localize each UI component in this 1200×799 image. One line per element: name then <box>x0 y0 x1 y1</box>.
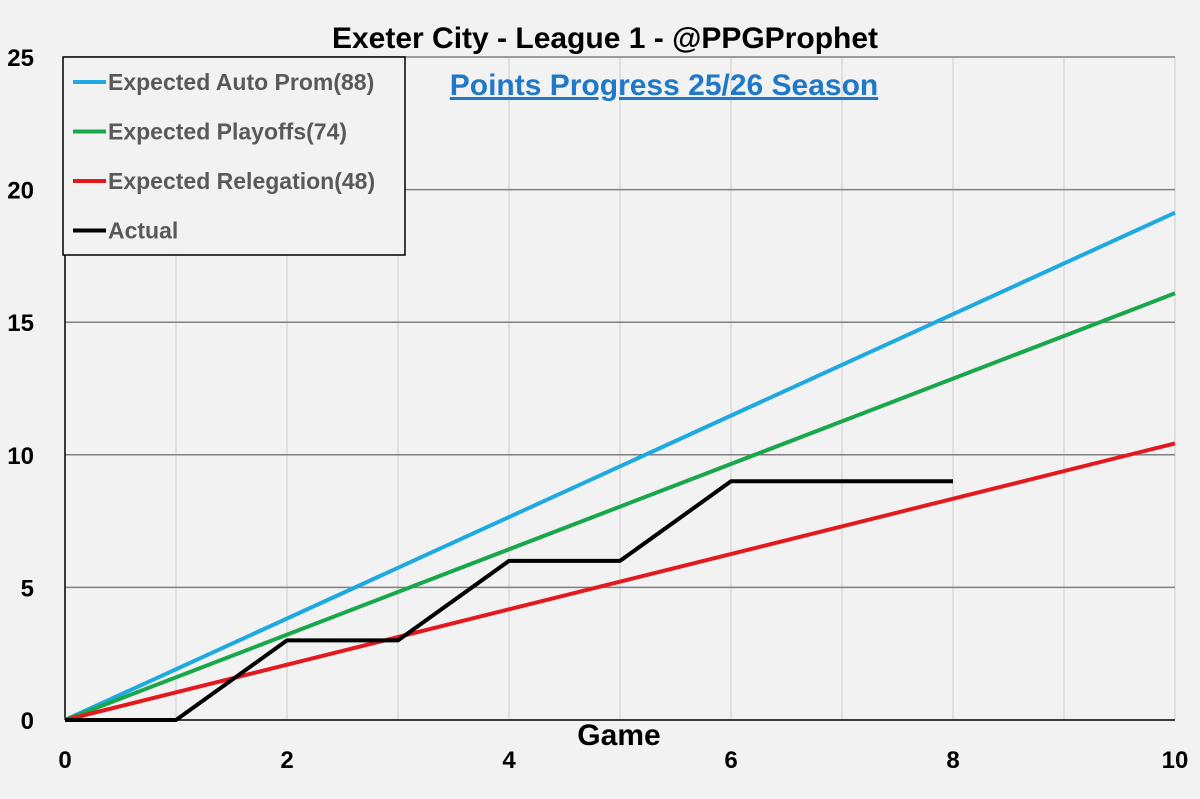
legend-label: Expected Relegation(48) <box>108 168 375 194</box>
x-tick-label: 4 <box>502 747 516 774</box>
series-lines <box>64 210 1176 722</box>
series-line <box>64 441 1176 722</box>
y-tick-label: 25 <box>7 45 34 72</box>
x-tick-label: 2 <box>280 747 293 774</box>
series-line <box>64 291 1176 722</box>
legend: Expected Auto Prom(88) Expected Playoffs(… <box>62 56 406 256</box>
chart-title: Exeter City - League 1 - @PPGProphet <box>332 22 878 55</box>
y-tick-label: 20 <box>7 178 34 205</box>
legend-box <box>62 56 406 256</box>
legend-label: Expected Playoffs(74) <box>108 119 347 145</box>
x-tick-labels: 0 2 4 6 8 10 <box>58 747 1188 774</box>
y-tick-labels: 0 5 10 15 20 25 <box>7 45 34 735</box>
series-line <box>65 479 953 722</box>
y-tick-label: 10 <box>7 443 34 470</box>
y-tick-label: 0 <box>21 708 34 735</box>
legend-label: Actual <box>108 218 178 244</box>
x-tick-label: 0 <box>58 747 71 774</box>
x-tick-label: 10 <box>1162 747 1189 774</box>
chart-subtitle: Points Progress 25/26 Season <box>450 69 879 102</box>
y-tick-label: 15 <box>7 310 34 337</box>
x-tick-label: 6 <box>724 747 737 774</box>
y-tick-label: 5 <box>21 575 34 602</box>
x-axis-label: Game <box>577 719 660 752</box>
legend-label: Expected Auto Prom(88) <box>108 69 374 95</box>
x-tick-label: 8 <box>946 747 959 774</box>
series-line <box>64 210 1176 722</box>
